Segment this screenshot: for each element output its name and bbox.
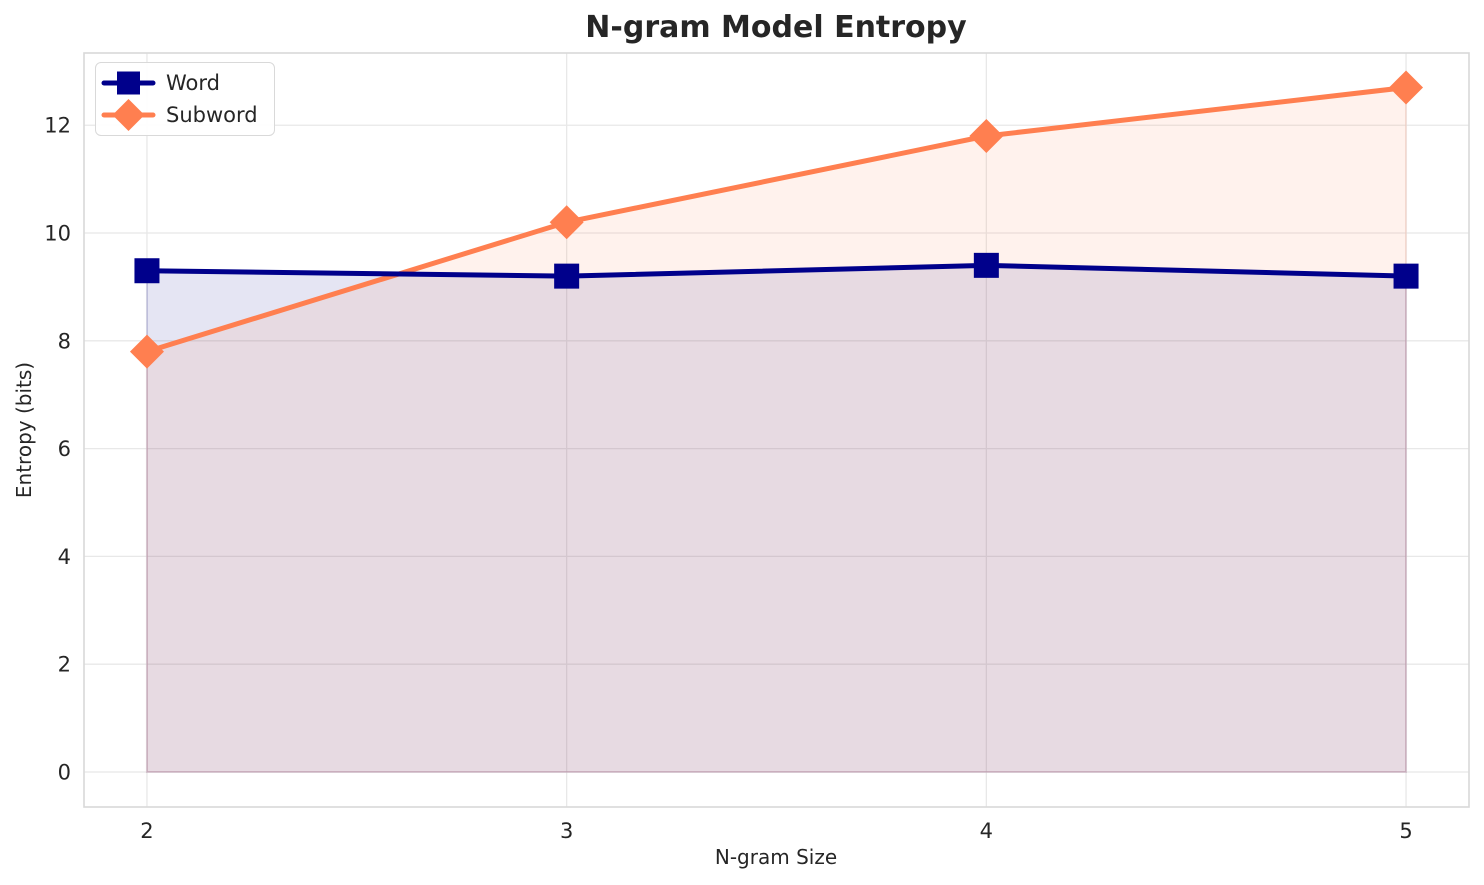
legend-entry-subword: Subword [101, 99, 258, 131]
line-subword [144, 84, 1409, 355]
x-tick-label: 4 [980, 819, 993, 843]
legend-label: Subword [166, 103, 258, 127]
square-marker-icon [101, 71, 156, 95]
y-tick-label: 0 [58, 760, 71, 784]
marker-square-word [1393, 263, 1419, 289]
diamond-marker-icon [101, 99, 156, 131]
y-axis-label: Entropy (bits) [12, 362, 36, 498]
y-tick-label: 10 [44, 222, 71, 246]
marker-diamond-subword [129, 334, 164, 369]
y-tick-label: 4 [58, 545, 71, 569]
marker-diamond-subword [969, 118, 1004, 153]
plot-border [83, 52, 1470, 808]
marker-square-word [134, 258, 160, 284]
y-tick-label: 6 [58, 437, 71, 461]
x-tick-label: 3 [560, 819, 573, 843]
marker-diamond-subword [1389, 70, 1424, 105]
legend-entry-word: Word [101, 67, 258, 99]
chart-title: N-gram Model Entropy [585, 10, 967, 45]
legend: Word Subword [95, 62, 275, 136]
y-tick-label: 12 [44, 114, 71, 138]
x-tick-label: 2 [140, 819, 153, 843]
y-tick-label: 8 [58, 329, 71, 353]
y-tick-label: 2 [58, 653, 71, 677]
marker-square-word [973, 252, 999, 278]
x-tick-label: 5 [1399, 819, 1412, 843]
x-axis-label: N-gram Size [715, 845, 837, 869]
line-word [144, 262, 1409, 279]
legend-label: Word [166, 71, 220, 95]
chart-layers: 0 2 4 6 8 10 12 2 3 4 5 [44, 52, 1470, 843]
area-fill-subword [145, 86, 1408, 773]
marker-square-word [554, 263, 580, 289]
marker-diamond-subword [549, 205, 584, 240]
